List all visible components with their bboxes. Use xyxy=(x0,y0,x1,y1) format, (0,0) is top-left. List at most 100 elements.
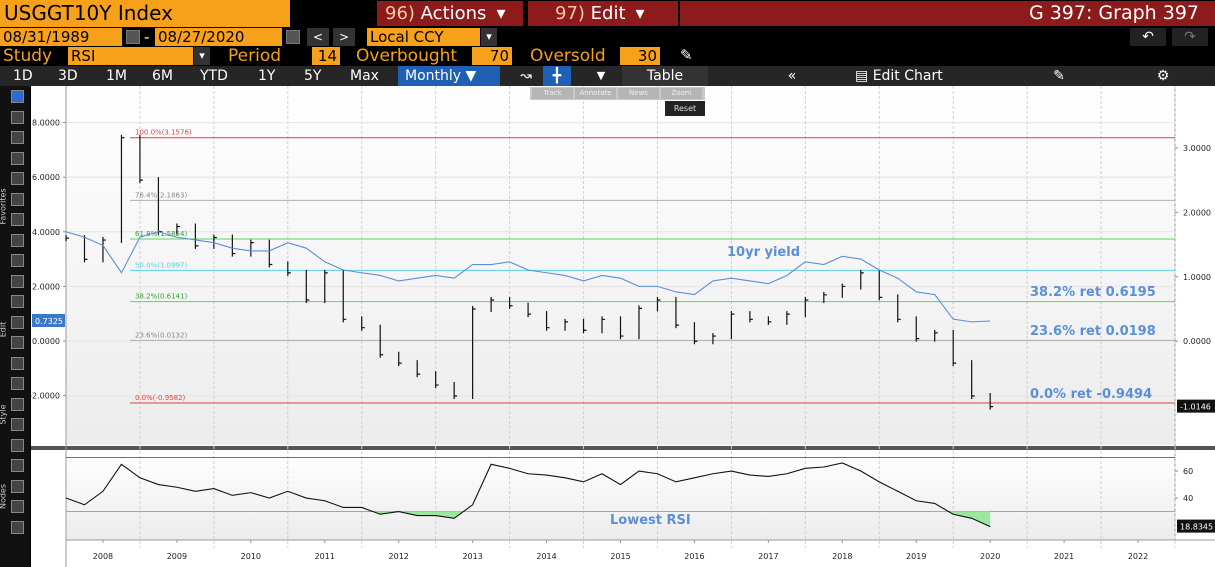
period-value[interactable]: 14 xyxy=(312,47,340,65)
sidebar-icon[interactable] xyxy=(11,254,24,267)
price-bar xyxy=(435,371,439,389)
sidebar-icon[interactable] xyxy=(11,192,24,206)
sidebar-label: Style xyxy=(0,404,8,425)
start-date[interactable]: 08/31/1989 xyxy=(0,28,122,46)
price-bar xyxy=(268,239,273,268)
chart: 2008 2009 2010 2011 2012 2013 2014 2015 2016 2017… xyxy=(29,86,1215,567)
sidebar-icon[interactable] xyxy=(11,356,24,370)
range-button[interactable]: 1M xyxy=(106,68,127,84)
x-tick-label: 2022 xyxy=(1128,552,1148,561)
next-button[interactable]: > xyxy=(333,28,355,46)
sidebar-icon[interactable] xyxy=(11,500,24,513)
calendar-icon[interactable] xyxy=(286,30,300,44)
study-value[interactable]: RSI xyxy=(68,47,193,65)
undo-button[interactable]: ↶ xyxy=(1130,28,1166,46)
sidebar-icon[interactable] xyxy=(11,397,24,411)
price-bar xyxy=(730,311,735,340)
popup-item[interactable]: News xyxy=(618,88,659,99)
sidebar-icon[interactable] xyxy=(11,110,24,124)
sidebar-icon[interactable] xyxy=(11,315,24,329)
popup-item[interactable]: Track xyxy=(532,88,573,99)
ticker[interactable]: USGGT10Y Index xyxy=(0,0,290,27)
reset-button[interactable]: Reset xyxy=(665,101,705,116)
frequency-button[interactable]: Monthly ▼ xyxy=(398,66,500,86)
y-tick-label: 0.0000 xyxy=(32,337,60,346)
price-bar xyxy=(509,296,513,309)
edit-chart-label: Edit Chart xyxy=(872,68,943,84)
settings-icon[interactable]: ⚙ xyxy=(1156,68,1170,84)
currency-dropdown[interactable]: ▾ xyxy=(481,28,497,46)
price-bar xyxy=(287,261,291,276)
table-button[interactable]: Table xyxy=(622,66,708,86)
prev-button[interactable]: < xyxy=(307,28,329,46)
price-bar xyxy=(878,269,883,301)
retracement-annotation: 23.6% ret 0.0198 xyxy=(1030,324,1156,339)
sidebar-icon[interactable] xyxy=(11,274,24,288)
actions-menu[interactable]: 96) Actions xyxy=(377,1,523,26)
oversold-value[interactable]: 30 xyxy=(620,47,660,65)
sidebar-label: Edit xyxy=(0,321,8,338)
price-bar xyxy=(601,316,606,334)
overbought-value[interactable]: 70 xyxy=(472,47,512,65)
sidebar-icon[interactable] xyxy=(11,233,24,247)
last-value-tag xyxy=(32,313,65,327)
collapse-button[interactable]: « xyxy=(787,68,797,84)
reset-label: Reset xyxy=(673,104,697,113)
sidebar-icon[interactable] xyxy=(11,459,24,472)
price-bar xyxy=(83,235,88,263)
end-date[interactable]: 08/27/2020 xyxy=(155,28,282,46)
study-dropdown[interactable]: ▾ xyxy=(194,47,210,65)
price-bar xyxy=(915,316,920,342)
edit-chart-button[interactable]: ▤ Edit Chart xyxy=(855,68,943,84)
retracement-label: 61.8%(1.5854) xyxy=(135,230,187,238)
sidebar-icon[interactable] xyxy=(11,418,24,431)
sidebar-icon[interactable] xyxy=(11,377,24,390)
toolbar xyxy=(0,66,1215,86)
x-tick-label: 2011 xyxy=(315,552,335,561)
edit-num: 97) xyxy=(555,3,585,24)
range-button[interactable]: 5Y xyxy=(304,68,322,84)
currency[interactable]: Local CCY xyxy=(367,28,480,46)
edit-menu[interactable]: 97) Edit xyxy=(528,1,678,26)
bar-icon[interactable]: ╋ xyxy=(543,66,571,86)
retracement-label: 38.2%(0.6141) xyxy=(135,293,187,301)
popup-item[interactable]: Annotate xyxy=(575,88,616,99)
sidebar-icon[interactable] xyxy=(11,336,24,349)
price-bar xyxy=(619,316,624,340)
range-button[interactable]: 6M xyxy=(152,68,173,84)
sidebar-icon[interactable] xyxy=(11,479,24,493)
sidebar-icon[interactable] xyxy=(11,151,24,165)
x-tick-label: 2015 xyxy=(610,552,630,561)
chart-dropdown[interactable]: ▼ xyxy=(596,69,606,82)
range-button[interactable]: YTD xyxy=(200,68,228,84)
pencil-icon[interactable]: ✎ xyxy=(680,46,693,64)
sidebar-icon[interactable] xyxy=(11,213,24,226)
calendar-icon[interactable] xyxy=(126,30,140,44)
annotate-icon[interactable]: ✎ xyxy=(1053,68,1065,84)
redo-button[interactable]: ↷ xyxy=(1172,28,1208,46)
line-icon[interactable]: ↝ xyxy=(520,68,532,84)
price-bar xyxy=(638,305,642,340)
y-tick-label: 4.0000 xyxy=(32,228,60,237)
price-bar xyxy=(324,269,328,303)
sidebar-icon[interactable] xyxy=(11,172,24,185)
price-bar xyxy=(693,322,698,345)
range-button[interactable]: 1D xyxy=(13,68,33,84)
x-tick-label: 2021 xyxy=(1054,552,1074,561)
retracement-label: 23.6%(0.0132) xyxy=(135,331,187,339)
range-button[interactable]: 1Y xyxy=(258,68,276,84)
retracement-annotation: 38.2% ret 0.6195 xyxy=(1030,285,1156,300)
sidebar-icon[interactable] xyxy=(11,131,24,144)
price-bar xyxy=(749,311,753,323)
x-tick-label: 2008 xyxy=(93,552,113,561)
sidebar-icon[interactable] xyxy=(11,520,24,534)
sidebar-icon[interactable] xyxy=(11,295,24,308)
sidebar-icon[interactable] xyxy=(11,438,24,452)
sidebar-icon[interactable] xyxy=(11,90,24,103)
x-tick-label: 2009 xyxy=(167,552,187,561)
range-button[interactable]: Max xyxy=(350,68,379,84)
price-bar xyxy=(712,333,716,345)
range-button[interactable]: 3D xyxy=(58,68,78,84)
popup-item[interactable]: Zoom xyxy=(661,88,702,99)
price-bar xyxy=(250,239,254,257)
